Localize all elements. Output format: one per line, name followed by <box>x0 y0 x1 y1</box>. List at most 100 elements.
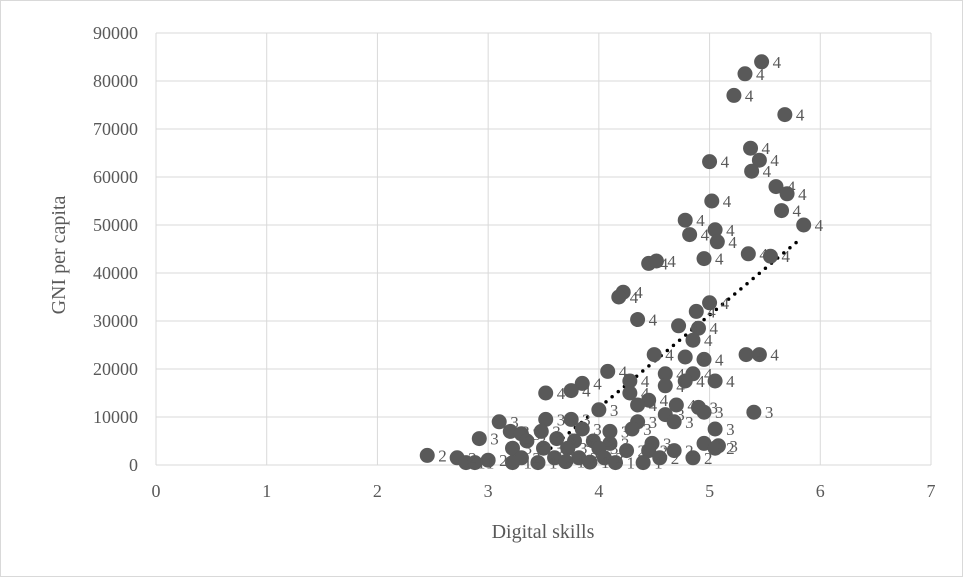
data-point <box>574 375 590 391</box>
data-point <box>743 140 759 156</box>
data-point-label: 3 <box>586 432 595 451</box>
y-tick-label: 40000 <box>93 263 138 283</box>
data-point-label: 4 <box>704 365 713 384</box>
data-point-label: 4 <box>726 221 735 240</box>
data-point-label: 2 <box>590 449 599 468</box>
data-point-label: 4 <box>667 252 676 271</box>
y-tick-label: 20000 <box>93 359 138 379</box>
data-point <box>668 397 684 413</box>
data-point-label: 2 <box>638 442 647 461</box>
data-point <box>536 440 551 456</box>
data-point <box>682 227 698 243</box>
y-tick-label: 30000 <box>93 311 138 331</box>
data-point-label: 1 <box>486 454 495 473</box>
data-point-label: 4 <box>721 294 730 313</box>
data-point-label: 3 <box>643 420 652 439</box>
data-point-label: 4 <box>676 365 685 384</box>
x-axis-title: Digital skills <box>492 521 595 543</box>
y-tick-label: 10000 <box>93 407 138 427</box>
data-point-label: 4 <box>757 346 766 365</box>
data-point <box>622 373 638 389</box>
data-point-label: 1 <box>524 454 533 473</box>
y-tick-label: 50000 <box>93 215 138 235</box>
data-point <box>652 450 668 466</box>
data-point-label: 3 <box>715 403 724 422</box>
data-point-label: 3 <box>579 439 588 458</box>
data-point <box>704 193 720 209</box>
data-point-label: 4 <box>781 247 790 266</box>
data-point-label: 2 <box>532 449 541 468</box>
x-tick-label: 7 <box>927 481 936 501</box>
data-point-label: 4 <box>770 346 779 365</box>
trendline <box>530 239 800 466</box>
data-point <box>563 383 579 399</box>
data-point-label: 3 <box>610 439 619 458</box>
data-point <box>677 349 693 365</box>
data-point-label: 4 <box>641 384 650 403</box>
data-point <box>611 289 627 305</box>
data-point-label: 3 <box>685 413 694 432</box>
data-point <box>538 411 554 427</box>
data-point <box>774 203 790 219</box>
data-point-label: 4 <box>756 65 765 84</box>
data-point-label: 4 <box>665 346 674 365</box>
data-point <box>738 347 754 363</box>
data-point <box>707 222 723 238</box>
data-point-label: 4 <box>796 106 805 125</box>
data-point-label: 4 <box>676 377 685 396</box>
gridlines <box>155 32 932 466</box>
data-point <box>591 402 607 418</box>
data-point-label: 3 <box>568 430 577 449</box>
data-point-label: 2 <box>566 449 575 468</box>
data-point-label: 2 <box>671 449 680 468</box>
data-point <box>519 433 535 449</box>
data-point-label: 4 <box>704 331 713 350</box>
data-point-label: 2 <box>726 439 735 458</box>
data-point-label: 4 <box>707 302 716 321</box>
data-point <box>685 332 701 348</box>
data-point <box>744 163 760 179</box>
data-point <box>737 66 753 82</box>
data-point-label: 3 <box>538 432 547 451</box>
data-point <box>630 312 646 328</box>
y-tick-label: 90000 <box>93 23 138 43</box>
data-point-label: 4 <box>696 372 705 391</box>
data-point <box>751 347 767 363</box>
data-point <box>630 397 646 413</box>
x-tick-label: 6 <box>816 481 825 501</box>
data-point <box>666 443 682 459</box>
data-point-label: 4 <box>690 317 699 336</box>
data-point-label: 4 <box>582 382 591 401</box>
data-point <box>419 447 435 463</box>
data-point-label: 3 <box>621 422 630 441</box>
data-point <box>707 421 723 437</box>
data-point-label: 4 <box>660 391 669 410</box>
data-point <box>574 421 590 437</box>
data-point-label: 1 <box>577 453 586 472</box>
data-point-label: 4 <box>593 374 602 393</box>
y-tick-label: 60000 <box>93 167 138 187</box>
data-point-label: 4 <box>793 202 802 221</box>
data-point <box>696 404 712 420</box>
x-tick-label: 4 <box>594 481 603 501</box>
data-point-label: 4 <box>649 311 658 330</box>
data-point <box>671 318 687 334</box>
data-point <box>533 423 549 439</box>
data-point-label: 2 <box>685 442 694 461</box>
data-point <box>740 246 756 262</box>
data-point <box>702 295 718 311</box>
data-point-label: 3 <box>676 406 685 425</box>
data-point <box>635 455 651 471</box>
data-point-label: 4 <box>721 153 730 172</box>
data-point <box>648 253 664 269</box>
data-point-label: 2 <box>704 449 713 468</box>
data-point <box>707 440 723 456</box>
data-point-label: 4 <box>710 319 719 338</box>
data-point <box>560 440 576 456</box>
data-point-label: 4 <box>619 362 628 381</box>
data-point <box>707 373 723 389</box>
data-point-label: 3 <box>610 401 619 420</box>
data-point-label: 2 <box>660 442 669 461</box>
data-point-label: 3 <box>555 439 564 458</box>
